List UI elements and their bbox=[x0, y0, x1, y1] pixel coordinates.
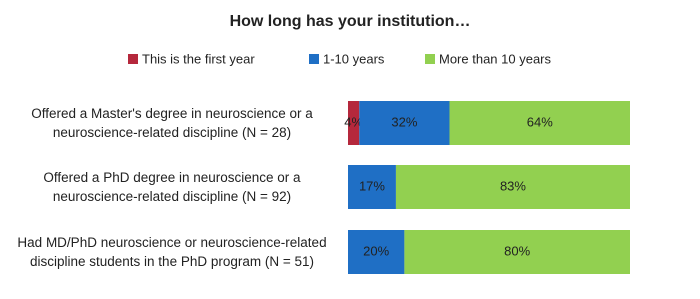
category-label: Offered a Master's degree in neuroscienc… bbox=[31, 106, 313, 140]
bar-segment bbox=[404, 230, 630, 274]
legend-label: This is the first year bbox=[142, 51, 255, 66]
value-label: 80% bbox=[504, 243, 530, 258]
value-label: 17% bbox=[359, 178, 385, 193]
bar-segment bbox=[449, 101, 630, 145]
legend-label: 1-10 years bbox=[323, 51, 385, 66]
chart-title: How long has your institution… bbox=[230, 13, 471, 30]
category-label: Offered a PhD degree in neuroscience or … bbox=[43, 170, 301, 204]
value-label: 83% bbox=[500, 178, 526, 193]
legend-swatch bbox=[309, 54, 319, 64]
legend-swatch bbox=[425, 54, 435, 64]
bar-segment bbox=[348, 165, 396, 209]
bar-segment bbox=[359, 101, 450, 145]
legend-swatch bbox=[128, 54, 138, 64]
value-label: 32% bbox=[391, 114, 417, 129]
bar-segment bbox=[348, 101, 360, 145]
value-label: 64% bbox=[527, 114, 553, 129]
legend-label: More than 10 years bbox=[439, 51, 552, 66]
category-label: Had MD/PhD neuroscience or neuroscience-… bbox=[17, 235, 327, 269]
bar-segment bbox=[348, 230, 405, 274]
value-label: 4% bbox=[344, 114, 363, 129]
bar-segment bbox=[395, 165, 630, 209]
value-label: 20% bbox=[363, 243, 389, 258]
